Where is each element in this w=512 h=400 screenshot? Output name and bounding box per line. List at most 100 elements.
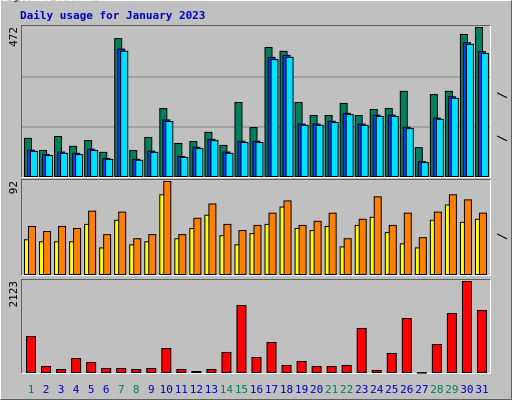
bar: [255, 142, 264, 177]
bar: [446, 312, 457, 374]
bar: [30, 150, 38, 177]
bar: [41, 365, 52, 373]
bar: [195, 148, 204, 177]
bar: [90, 149, 99, 178]
x-tick-label: 22: [340, 383, 353, 396]
bar: [26, 335, 36, 374]
x-tick-label: 15: [235, 383, 248, 396]
bar: [191, 371, 202, 373]
panel-border: [21, 179, 491, 276]
bar: [401, 318, 412, 373]
bar: [223, 223, 232, 275]
panel-border: [21, 279, 491, 374]
bar: [418, 237, 427, 275]
bar: [251, 357, 262, 374]
bar: [450, 97, 459, 177]
bar: [60, 152, 69, 177]
bar: [270, 59, 279, 177]
legend: [496, 233, 508, 240]
bar: [118, 211, 127, 275]
bar: [176, 369, 187, 373]
bar: [330, 122, 339, 177]
legend-label: Hits: [86, 0, 113, 3]
x-tick-label: 19: [295, 383, 308, 396]
x-tick-label: 10: [160, 383, 173, 396]
bar: [281, 364, 292, 373]
bar: [463, 199, 472, 276]
bar: [103, 234, 112, 275]
x-tick-label: 5: [88, 383, 95, 396]
x-tick-label: 1: [28, 383, 35, 396]
x-tick-label: 18: [280, 383, 293, 396]
bar: [448, 194, 457, 275]
bar: [206, 369, 217, 373]
bar: [371, 370, 382, 373]
bar: [461, 281, 472, 373]
bar: [120, 50, 129, 177]
bar: [161, 347, 172, 373]
bar: [240, 142, 249, 177]
chart-title: Daily usage for January 2023: [20, 9, 205, 22]
x-tick-label: 21: [325, 383, 338, 396]
bar: [73, 228, 82, 275]
x-tick-label: 29: [445, 383, 458, 396]
bar: [328, 212, 337, 276]
panel-border: [21, 25, 491, 178]
bar: [268, 212, 277, 276]
bar: [403, 212, 412, 276]
x-tick-label: 25: [385, 383, 398, 396]
bar: [116, 368, 127, 373]
bar: [343, 238, 352, 275]
bar: [296, 360, 307, 374]
x-tick-label: 4: [73, 383, 80, 396]
x-tick-label: 13: [205, 383, 218, 396]
bar: [405, 128, 414, 178]
panel-border: [21, 179, 491, 276]
panel-border: [21, 279, 491, 374]
bar: [193, 217, 202, 275]
bar: [480, 53, 489, 178]
bar: [131, 369, 142, 373]
bar: [345, 114, 354, 177]
bar: [75, 154, 84, 177]
bar: [311, 365, 322, 373]
x-tick-label: 14: [220, 383, 234, 396]
x-tick-label: 11: [175, 383, 188, 396]
bar: [163, 181, 172, 275]
bar: [180, 156, 189, 178]
bar: [210, 140, 219, 177]
bar: [478, 212, 487, 276]
bar: [135, 159, 144, 178]
legend-separator: [496, 92, 508, 99]
bar: [58, 225, 67, 276]
x-tick-label: 2: [43, 383, 50, 396]
bar: [341, 364, 352, 373]
legend-label: Sites: [0, 0, 33, 3]
x-tick-label: 20: [310, 383, 323, 396]
bar: [465, 43, 474, 178]
x-tick-label: 24: [370, 383, 384, 396]
bar: [300, 124, 309, 177]
bar: [386, 352, 397, 374]
legend-label: Files: [43, 0, 76, 3]
bar: [28, 225, 36, 276]
y-tick-label: 2123: [7, 281, 20, 308]
x-tick-label: 26: [400, 383, 413, 396]
bar: [253, 224, 262, 275]
bar: [236, 305, 247, 373]
bar: [420, 162, 429, 177]
bar: [356, 327, 367, 373]
x-tick-label: 17: [265, 383, 278, 396]
bar: [225, 152, 234, 177]
bar: [86, 361, 97, 373]
bar: [285, 56, 294, 178]
bar: [435, 118, 444, 178]
legend-separator: [496, 135, 508, 142]
bar: [326, 365, 337, 373]
panel-border: [21, 25, 491, 178]
x-tick-label: 12: [190, 383, 203, 396]
bar: [133, 238, 142, 275]
bar: [165, 121, 174, 177]
